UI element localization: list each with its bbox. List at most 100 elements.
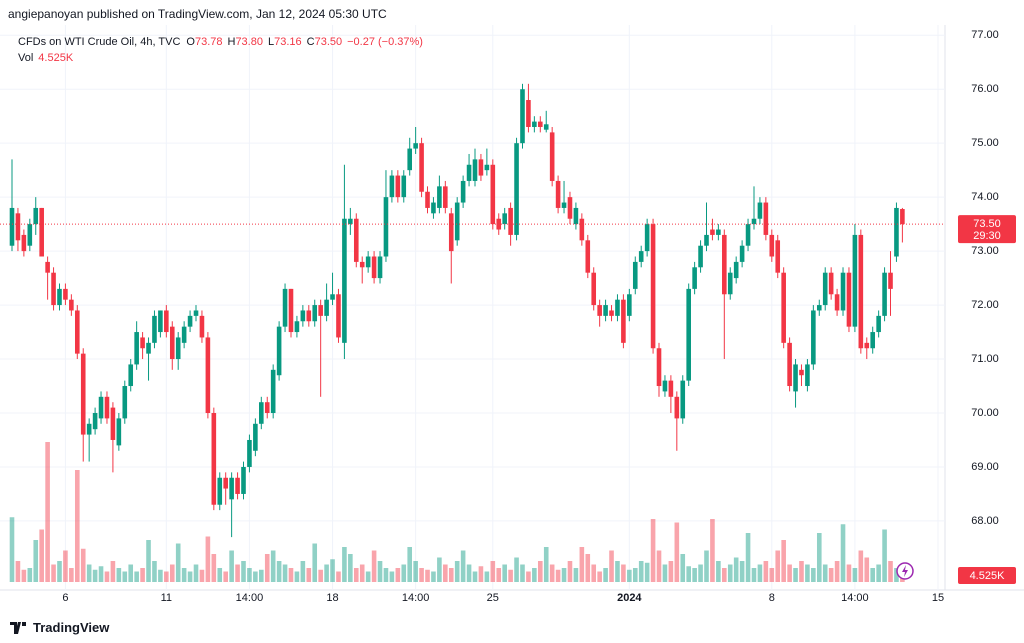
candle-body — [799, 369, 804, 376]
volume-bar — [152, 561, 157, 582]
candle-body — [282, 288, 288, 327]
volume-bar — [822, 564, 828, 582]
candle-body — [739, 245, 745, 262]
candle-body — [769, 234, 775, 257]
candle-body — [537, 121, 543, 127]
symbol: CFDs on WTI Crude Oil, 4h, TVC — [18, 36, 181, 48]
volume-bar — [710, 519, 715, 582]
volume-bar — [164, 571, 169, 582]
ohlc-value: 73.16 — [274, 36, 302, 48]
volume-bar — [496, 568, 502, 582]
volume-bar — [377, 561, 383, 582]
volume-bar — [472, 571, 478, 582]
volume-bar — [888, 561, 893, 582]
volume-bar — [276, 561, 282, 582]
candle-body — [692, 267, 697, 289]
candle-body — [876, 315, 881, 333]
volume-bar — [526, 571, 531, 582]
candle-body — [110, 407, 116, 440]
volume-bar — [110, 561, 116, 582]
candle-body — [359, 261, 365, 268]
candle-body — [674, 396, 680, 419]
volume-bar — [508, 569, 513, 582]
x-tick-label: 18 — [326, 592, 338, 604]
candle-body — [122, 386, 128, 419]
volume-bar — [621, 564, 626, 582]
candle-body — [146, 342, 151, 354]
candle-body — [561, 202, 567, 208]
candle-body — [348, 218, 353, 225]
volume-bar — [140, 568, 145, 582]
volume-bar — [478, 566, 484, 582]
candle-body — [621, 299, 626, 343]
candle-body — [638, 251, 644, 262]
volume-bar — [727, 564, 733, 582]
legend: CFDs on WTI Crude Oil, 4h, TVC O 73.78 H 73… — [18, 34, 423, 66]
candle-body — [187, 315, 193, 327]
volume-bar — [205, 536, 211, 582]
volume-bar — [799, 561, 804, 582]
candle-body — [668, 380, 674, 397]
publish-note: angiepanoyan published on TradingView.co… — [8, 7, 387, 21]
volume-bar — [757, 564, 763, 582]
candle-body — [253, 423, 258, 451]
volume-bar — [211, 554, 217, 582]
candle-body — [401, 175, 407, 198]
volume-bar — [63, 550, 68, 582]
ohlc-value: 73.80 — [235, 36, 263, 48]
candle-body — [57, 288, 62, 306]
candle-body — [389, 175, 395, 198]
volume-bar — [235, 564, 240, 582]
volume-bar — [674, 522, 680, 582]
volume-bar — [793, 568, 798, 582]
x-tick-label: 11 — [161, 592, 172, 604]
volume-bar — [282, 564, 288, 582]
volume-bar — [668, 561, 674, 582]
candle-body — [532, 121, 537, 127]
volume-bar — [466, 564, 472, 582]
candle-body — [164, 310, 169, 333]
volume-bar — [733, 557, 739, 582]
candle-body — [330, 294, 335, 300]
candle-body — [80, 353, 86, 435]
ohlc-value: 73.50 — [314, 36, 343, 48]
candle-body — [858, 234, 864, 349]
candle-body — [193, 310, 199, 316]
change: −0.27 (−0.37%) — [347, 36, 423, 48]
volume-bar — [454, 561, 460, 582]
candle-body — [781, 272, 786, 343]
candle-body — [21, 234, 27, 252]
volume-bar — [484, 571, 490, 582]
volume-value: 4.525K — [38, 52, 74, 64]
candle-body — [383, 197, 389, 257]
volume-bar — [627, 569, 632, 582]
volume-bar — [686, 566, 691, 582]
candle-body — [9, 207, 15, 246]
candle-body — [104, 396, 110, 419]
candle-body — [431, 202, 436, 214]
candle-body — [751, 218, 757, 225]
candle-body — [63, 288, 68, 300]
price-tag — [958, 215, 1016, 244]
candle-body — [543, 124, 549, 130]
candle-body — [888, 272, 893, 289]
volume-bar — [247, 568, 252, 582]
volume-bar — [389, 571, 395, 582]
y-tick-label: 73.00 — [971, 245, 999, 257]
candle-body — [573, 207, 579, 225]
volume-bar — [57, 561, 62, 582]
candle-body — [644, 224, 650, 252]
volume-bar — [80, 548, 86, 582]
volume-bar — [45, 442, 50, 582]
volume-bar — [443, 564, 448, 582]
candle-body — [484, 164, 490, 171]
volume-bar — [632, 568, 638, 582]
candle-body — [264, 402, 270, 413]
candle-body — [45, 261, 50, 273]
candle-body — [597, 305, 602, 316]
volume-bar — [264, 554, 270, 582]
x-tick-label: 15 — [932, 592, 944, 604]
y-tick-label: 74.00 — [971, 191, 999, 203]
volume-bar — [27, 568, 33, 582]
